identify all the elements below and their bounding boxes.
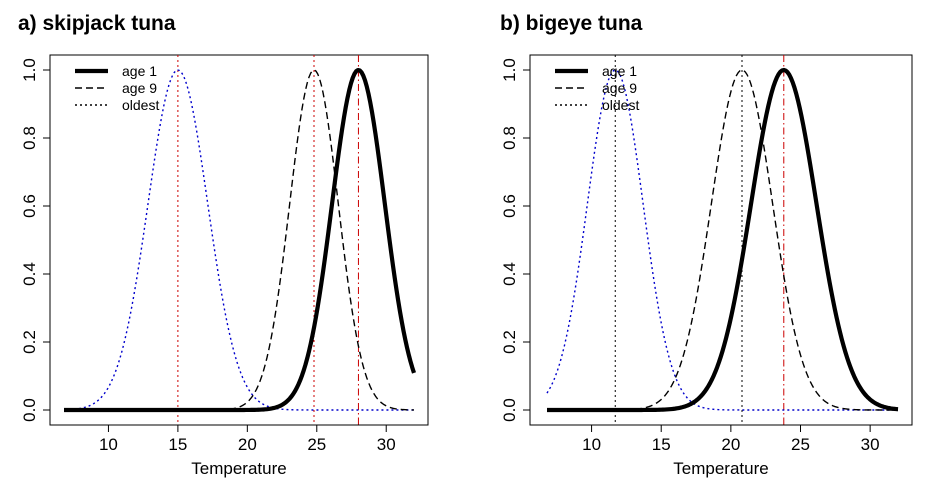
y-tick-label: 1.0 <box>500 58 519 82</box>
panel-2: b) bigeye tuna 10 15 20 25 30 0.0 0.2 0.4 0.6 0.8 1… <box>500 12 913 478</box>
y-tick-label: 0.4 <box>500 262 519 286</box>
x-tick-label: 30 <box>377 435 396 454</box>
x-tick-label: 30 <box>861 435 880 454</box>
y-tick-label: 0.0 <box>20 398 39 422</box>
panel-title: b) bigeye tuna <box>500 12 643 35</box>
panel-1: a) skipjack tuna 10 15 20 25 30 0.0 0.2 0.4 0.6 0.… <box>18 12 429 478</box>
y-tick-label: 0.2 <box>20 330 39 354</box>
x-tick-label: 20 <box>721 435 740 454</box>
y-tick-label: 0.0 <box>500 398 519 422</box>
x-tick-label: 25 <box>791 435 810 454</box>
y-tick-label: 1.0 <box>20 58 39 82</box>
legend-label: oldest <box>122 97 159 113</box>
legend-label: age 1 <box>602 63 637 79</box>
series-age-1 <box>546 67 899 413</box>
series-age-9 <box>64 69 415 411</box>
series-oldest <box>63 69 414 411</box>
x-tick-label: 20 <box>238 435 257 454</box>
x-tick-label: 10 <box>99 435 118 454</box>
panel-title: a) skipjack tuna <box>18 12 176 35</box>
plot-frame <box>529 54 913 426</box>
y-tick-label: 0.4 <box>20 262 39 286</box>
x-axis-label: Temperature <box>673 459 768 478</box>
legend-label: age 1 <box>122 63 157 79</box>
y-tick-label: 0.6 <box>20 194 39 218</box>
plot-frame <box>49 54 429 426</box>
series-age-1 <box>63 67 416 413</box>
x-axis-label: Temperature <box>191 459 286 478</box>
y-tick-label: 0.2 <box>500 330 519 354</box>
x-tick-label: 10 <box>582 435 601 454</box>
x-tick-label: 15 <box>168 435 187 454</box>
series-oldest <box>546 69 898 411</box>
y-tick-label: 0.6 <box>500 194 519 218</box>
y-tick-label: 0.8 <box>20 126 39 150</box>
x-tick-label: 25 <box>307 435 326 454</box>
legend-label: age 9 <box>602 80 637 96</box>
legend-label: age 9 <box>122 80 157 96</box>
legend-label: oldest <box>602 97 639 113</box>
x-tick-label: 15 <box>652 435 671 454</box>
y-tick-label: 0.8 <box>500 126 519 150</box>
